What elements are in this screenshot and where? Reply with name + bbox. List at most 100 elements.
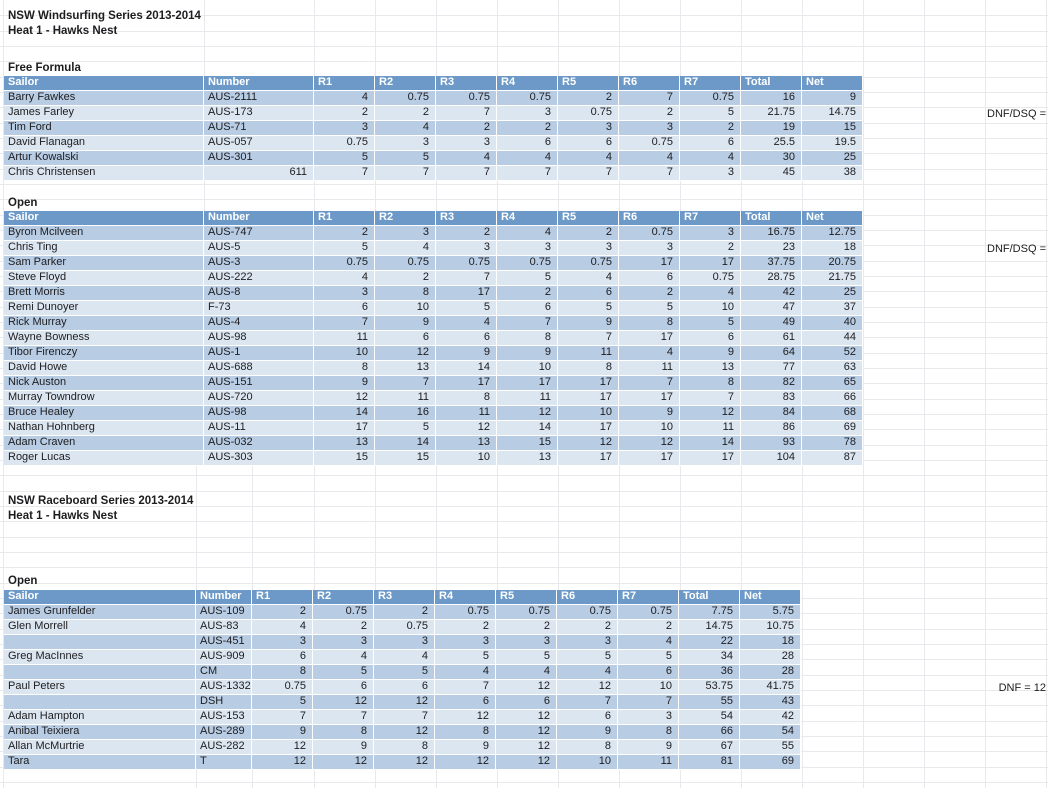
score-cell[interactable]: 5 [680,106,741,121]
score-cell[interactable]: 13 [375,361,436,376]
score-cell[interactable]: 15 [375,451,436,466]
number-cell[interactable]: DSH [196,695,252,710]
column-header-r4[interactable]: R4 [497,76,558,91]
score-cell[interactable]: 2 [436,121,497,136]
score-cell[interactable]: 5 [618,650,679,665]
score-cell[interactable]: 11 [375,391,436,406]
sailor-cell[interactable]: Paul Peters [4,680,196,695]
score-cell[interactable]: 9 [558,316,619,331]
column-header-r1[interactable]: R1 [314,76,375,91]
score-cell[interactable]: 0.75 [497,256,558,271]
score-cell[interactable]: 12 [496,740,557,755]
score-cell[interactable]: 4 [436,151,497,166]
column-header-r6[interactable]: R6 [619,76,680,91]
score-cell[interactable]: 0.75 [313,605,374,620]
score-cell[interactable]: 9 [497,346,558,361]
score-cell[interactable]: 10 [680,301,741,316]
column-header-r3[interactable]: R3 [374,590,435,605]
score-cell[interactable]: 5 [374,665,435,680]
score-cell[interactable]: 10.75 [740,620,801,635]
score-cell[interactable]: 34 [679,650,740,665]
score-cell[interactable]: 8 [314,361,375,376]
score-cell[interactable]: 2 [680,241,741,256]
score-cell[interactable]: 7 [497,166,558,181]
score-cell[interactable]: 8 [374,740,435,755]
column-header-number[interactable]: Number [196,590,252,605]
score-cell[interactable]: 6 [496,695,557,710]
score-cell[interactable]: 81 [679,755,740,770]
score-cell[interactable]: 4 [557,665,618,680]
score-cell[interactable]: 7 [619,376,680,391]
score-cell[interactable]: 16.75 [741,226,802,241]
score-cell[interactable]: 63 [802,361,863,376]
column-header-number[interactable]: Number [204,76,314,91]
score-cell[interactable]: 83 [741,391,802,406]
score-cell[interactable]: 47 [741,301,802,316]
score-cell[interactable]: 6 [619,271,680,286]
score-cell[interactable]: 10 [618,680,679,695]
score-cell[interactable]: 14.75 [679,620,740,635]
score-cell[interactable]: 2 [558,226,619,241]
score-cell[interactable]: 7.75 [679,605,740,620]
score-cell[interactable]: 8 [497,331,558,346]
score-cell[interactable]: 55 [740,740,801,755]
sailor-cell[interactable] [4,695,196,710]
score-cell[interactable]: 44 [802,331,863,346]
score-cell[interactable]: 4 [619,346,680,361]
score-cell[interactable]: 3 [619,121,680,136]
score-cell[interactable]: 18 [802,241,863,256]
score-cell[interactable]: 10 [314,346,375,361]
score-cell[interactable]: 2 [618,620,679,635]
number-cell[interactable]: AUS-71 [204,121,314,136]
score-cell[interactable]: 38 [802,166,863,181]
sailor-cell[interactable]: Chris Ting [4,241,204,256]
score-cell[interactable]: 13 [436,436,497,451]
number-cell[interactable]: AUS-057 [204,136,314,151]
score-cell[interactable]: 12 [374,725,435,740]
score-cell[interactable]: 4 [313,650,374,665]
score-cell[interactable]: 7 [558,166,619,181]
score-cell[interactable]: 0.75 [435,605,496,620]
score-cell[interactable]: 12 [496,725,557,740]
column-header-r5[interactable]: R5 [558,76,619,91]
column-header-sailor[interactable]: Sailor [4,76,204,91]
score-cell[interactable]: 14 [375,436,436,451]
score-cell[interactable]: 17 [436,376,497,391]
score-cell[interactable]: 3 [497,106,558,121]
sailor-cell[interactable]: David Howe [4,361,204,376]
score-cell[interactable]: 104 [741,451,802,466]
score-cell[interactable]: 4 [619,151,680,166]
score-cell[interactable]: 41.75 [740,680,801,695]
score-cell[interactable]: 6 [313,680,374,695]
score-cell[interactable]: 0.75 [436,91,497,106]
score-cell[interactable]: 11 [497,391,558,406]
score-cell[interactable]: 6 [436,331,497,346]
score-cell[interactable]: 28 [740,650,801,665]
score-cell[interactable]: 12.75 [802,226,863,241]
score-cell[interactable]: 3 [314,286,375,301]
score-cell[interactable]: 5 [314,151,375,166]
score-cell[interactable]: 0.75 [436,256,497,271]
score-cell[interactable]: 5 [558,301,619,316]
score-cell[interactable]: 3 [436,136,497,151]
sailor-cell[interactable]: Nick Auston [4,376,204,391]
score-cell[interactable]: 69 [740,755,801,770]
score-cell[interactable]: 9 [619,406,680,421]
column-header-sailor[interactable]: Sailor [4,590,196,605]
score-cell[interactable]: 9 [680,346,741,361]
number-cell[interactable]: AUS-222 [204,271,314,286]
score-cell[interactable]: 6 [497,136,558,151]
score-cell[interactable]: 37 [802,301,863,316]
score-cell[interactable]: 10 [497,361,558,376]
score-cell[interactable]: 12 [436,421,497,436]
score-cell[interactable]: 14 [436,361,497,376]
score-cell[interactable]: 12 [496,755,557,770]
score-cell[interactable]: 30 [741,151,802,166]
column-header-total[interactable]: Total [741,211,802,226]
score-cell[interactable]: 8 [680,376,741,391]
score-cell[interactable]: 7 [557,695,618,710]
score-cell[interactable]: 12 [619,436,680,451]
score-cell[interactable]: 5 [557,650,618,665]
score-cell[interactable]: 9 [436,346,497,361]
score-cell[interactable]: 3 [680,166,741,181]
